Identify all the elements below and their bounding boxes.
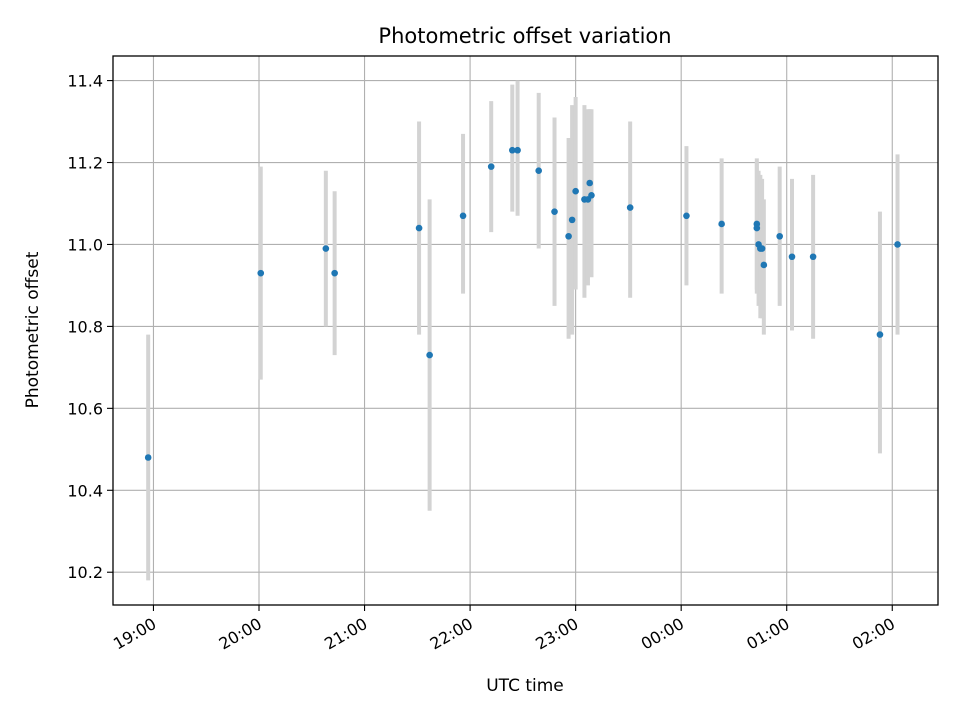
data-point (758, 245, 766, 252)
y-tick-label: 11.2 (67, 154, 103, 173)
x-axis-label: UTC time (486, 676, 564, 696)
data-point (776, 232, 783, 240)
y-tick-label: 10.8 (67, 317, 103, 336)
data-point (568, 216, 576, 224)
data-point (535, 167, 542, 175)
data-point (586, 179, 594, 187)
data-point (459, 212, 467, 220)
data-point (514, 146, 521, 154)
data-point (487, 163, 495, 170)
data-point (753, 224, 761, 232)
data-point (788, 253, 796, 261)
data-point (626, 204, 634, 211)
data-point (257, 269, 265, 277)
data-point (426, 351, 433, 359)
data-point (565, 232, 572, 240)
grid-lines (113, 56, 938, 605)
data-point (876, 331, 884, 338)
chart-title: Photometric offset variation (378, 24, 671, 48)
data-point (718, 220, 725, 228)
data-point (809, 253, 817, 261)
data-point (322, 245, 330, 252)
data-points (144, 146, 901, 461)
y-tick-label: 10.2 (67, 563, 103, 582)
data-point (144, 454, 152, 461)
y-tick-label: 11.4 (67, 72, 103, 91)
y-tick-label: 10.6 (67, 399, 103, 418)
data-point (509, 146, 516, 154)
data-point (415, 224, 423, 232)
y-tick-label: 10.4 (67, 481, 103, 500)
data-point (588, 191, 595, 199)
data-point (551, 208, 558, 215)
data-point (894, 241, 901, 248)
plot-area-frame (112, 55, 939, 606)
y-axis-label: Photometric offset (23, 251, 43, 408)
data-point (572, 187, 579, 195)
data-point (760, 261, 768, 269)
y-tick-label: 11.0 (67, 235, 103, 254)
data-point (331, 269, 338, 277)
data-point (683, 212, 690, 220)
